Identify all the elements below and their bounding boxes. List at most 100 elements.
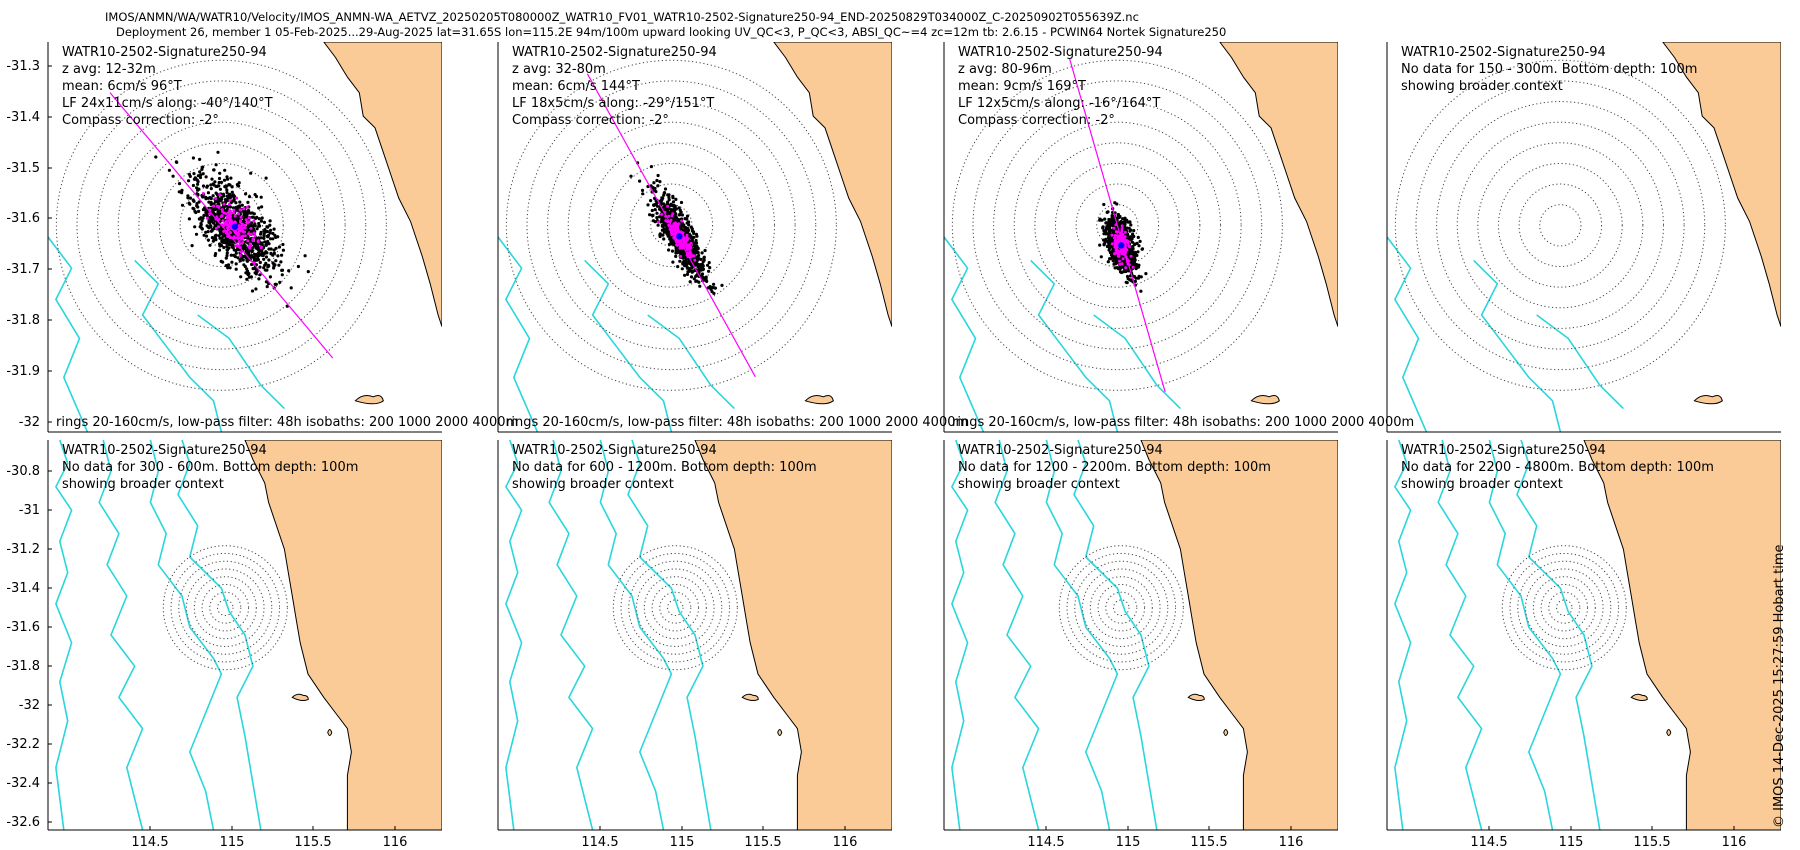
data-point [232,199,236,203]
isobath-line [1073,440,1158,830]
lowpass-point [668,224,671,228]
data-point [676,265,680,269]
data-point [1135,263,1139,267]
rings-footer-label: rings 20-160cm/s, low-pass filter: 48h i… [952,415,1414,430]
ring [1556,599,1573,616]
data-point [266,239,270,244]
x-tick-label: 116 [383,835,408,850]
y-tick-label: -31.7 [6,262,40,277]
data-point [222,178,227,182]
island [1187,693,1205,702]
data-point [232,195,236,199]
data-point [225,190,229,195]
data-point [247,209,251,213]
data-point [210,236,214,240]
data-point [237,181,241,185]
data-point [213,253,217,258]
data-point [1103,217,1107,221]
data-point [187,217,191,221]
ring [117,121,325,329]
land-mass [1583,440,1781,830]
y-tick-label: -32 [19,415,40,430]
panel-plot-area [1387,42,1781,432]
data-point [655,204,660,208]
lowpass-point [1115,230,1119,234]
annotation-line: showing broader context [1401,477,1563,492]
data-point [218,171,222,175]
lowpass-point [243,223,247,227]
lowpass-point [239,224,243,228]
data-point [678,208,682,212]
data-point [1113,262,1117,266]
isobath-line [149,440,223,830]
data-point [197,217,201,221]
data-point [245,259,249,263]
data-point [205,224,209,228]
data-point [225,251,229,255]
panel-top-1: WATR10-2502-Signature250-94 z avg: 12-32m… [6,42,518,433]
data-point [255,227,259,231]
figure-title-line-2: Deployment 26, member 1 05-Feb-2025...29… [116,25,1226,39]
data-point [221,238,225,243]
data-point [658,232,662,236]
lowpass-point [249,232,253,236]
data-point [227,243,231,247]
lowpass-points [201,192,263,265]
ring [1548,591,1581,624]
data-point [257,221,261,226]
y-tick-label: -32 [19,698,40,713]
data-point [258,260,262,265]
panel-plot-area [55,440,442,830]
data-point [1102,202,1106,207]
isobath-line [1488,440,1562,830]
x-tick-label: 115.5 [1633,835,1670,850]
data-point [655,178,659,183]
y-tick-label: -32.4 [6,776,40,791]
lowpass-point [676,229,680,233]
data-point [653,202,657,206]
data-point [669,242,674,246]
data-point [257,206,261,210]
data-point [210,177,214,181]
data-point [226,266,230,270]
x-tick-label: 114.5 [1470,835,1507,850]
data-point [274,259,278,263]
data-point [217,184,221,188]
isobath-line [1387,236,1428,432]
data-point [697,268,701,272]
data-point [171,174,175,178]
data-point [1106,260,1110,264]
data-point [658,180,662,184]
data-point [1119,220,1123,224]
data-point [253,271,257,275]
data-point [212,217,216,221]
data-point [196,188,200,192]
data-point [269,237,273,241]
lowpass-point [251,239,255,243]
data-point [230,260,234,264]
ring [1058,545,1184,671]
data-point [276,235,280,239]
isobath-line [1516,440,1601,830]
lowpass-point [1129,254,1133,258]
data-point [1111,221,1115,225]
data-point [266,225,270,229]
ring [650,204,693,247]
data-point [218,198,222,202]
data-point [276,254,280,258]
lowpass-point [212,204,216,208]
timestamp-side-label: © IMOS 14-Dec-2025 15:27:59 Hobart time [1772,544,1787,828]
data-point [1116,212,1120,217]
data-point [662,191,667,195]
data-point [687,220,691,224]
data-point [246,269,250,273]
data-point [209,224,213,228]
data-point [675,216,679,220]
lowpass-point [236,237,240,240]
data-point [688,280,692,284]
lowpass-point [660,212,664,216]
ring [667,599,684,616]
data-point [649,199,653,203]
ring [643,576,707,640]
